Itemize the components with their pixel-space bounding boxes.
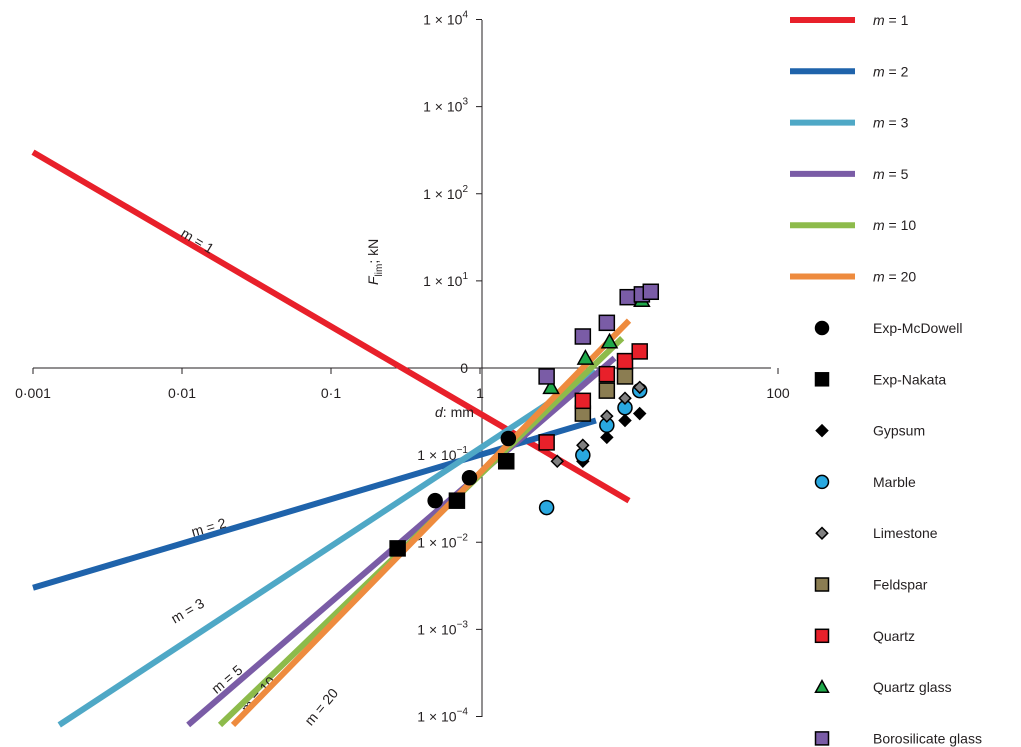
legend-marker-quartz	[814, 628, 830, 644]
x-tick-label: 1	[476, 385, 484, 401]
point-quartz	[538, 434, 555, 451]
point-quartz-glass	[576, 349, 595, 365]
legend-label-quartz: Quartz	[873, 628, 915, 644]
point-borosilicate-glass	[598, 314, 616, 332]
point-gypsum	[600, 430, 614, 445]
x-ticks: 0·001 0·01 0·1 1 100	[15, 368, 790, 401]
x-tick-label: 0·001	[15, 385, 51, 401]
point-quartz	[631, 343, 648, 360]
point-exp-nakata	[497, 453, 515, 470]
point-exp-mcdowell	[461, 469, 478, 486]
point-limestone	[550, 454, 565, 469]
point-quartz	[574, 392, 592, 410]
point-quartz-glass	[542, 378, 560, 395]
y-tick-label: 1 × 10−2	[417, 532, 468, 550]
legend-label-m-10: m = 10	[873, 217, 916, 233]
legend-marker-quartz-glass	[814, 679, 830, 694]
x-tick-label: 100	[766, 385, 790, 401]
y-tick-label: 0	[460, 360, 468, 376]
legend-label-exp-mcdowell: Exp-McDowell	[873, 320, 962, 336]
y-tick-label: 1 × 10−4	[417, 707, 468, 725]
point-limestone	[618, 391, 632, 405]
legend-marker-exp-mcdowell	[814, 320, 830, 336]
legend-label-marble: Marble	[873, 474, 916, 490]
point-borosilicate-glass	[642, 283, 660, 301]
point-exp-mcdowell	[427, 492, 443, 509]
legend-label-m-5: m = 5	[873, 166, 909, 182]
y-axis-label: Flim; kN	[365, 239, 385, 285]
x-tick-label: 0·01	[168, 385, 196, 401]
legend-label-quartz-glass: Quartz glass	[873, 679, 952, 695]
legend-label-exp-nakata: Exp-Nakata	[873, 371, 946, 387]
legend-label-m-2: m = 2	[873, 63, 909, 79]
y-tick-label: 1 × 102	[423, 184, 468, 202]
point-borosilicate-glass	[538, 368, 555, 385]
point-marble	[538, 499, 555, 516]
legend-label-m-20: m = 20	[873, 269, 916, 285]
point-borosilicate-glass	[574, 328, 592, 345]
y-tick-label: 1 × 10−3	[417, 619, 468, 637]
point-quartz-glass	[600, 332, 619, 349]
line-label-m-20: m = 20	[301, 685, 341, 729]
point-exp-nakata	[448, 492, 466, 509]
legend-label-limestone: Limestone	[873, 525, 938, 541]
legend-marker-limestone	[815, 526, 829, 540]
legend-label-gypsum: Gypsum	[873, 423, 925, 439]
line-label-m-3: m = 3	[168, 595, 207, 627]
point-exp-nakata	[389, 540, 406, 557]
x-axis-label: d: mm	[435, 404, 474, 420]
point-quartz	[616, 352, 634, 370]
y-tick-label: 1 × 10−1	[417, 445, 468, 463]
point-gypsum	[632, 406, 647, 421]
point-limestone	[632, 380, 647, 395]
point-feldspar	[616, 368, 634, 385]
y-tick-label: 1 × 104	[423, 10, 468, 28]
point-quartz	[598, 365, 616, 383]
legend-label-m-1: m = 1	[873, 12, 909, 28]
data-points	[389, 283, 660, 557]
point-limestone	[576, 438, 590, 452]
line-m-3	[57, 369, 598, 728]
x-tick-label: 0·1	[321, 385, 341, 401]
point-exp-mcdowell	[500, 430, 517, 447]
legend-marker-marble	[814, 474, 830, 490]
legend-marker-exp-nakata	[814, 372, 830, 387]
point-gypsum	[618, 413, 632, 428]
legend-label-borosilicate-glass: Borosilicate glass	[873, 730, 982, 746]
line-label-m-1: m = 1	[178, 225, 217, 257]
y-ticks: 1 × 104 1 × 103 1 × 102 1 × 101 0 1 × 10−1 1 ×…	[417, 10, 482, 725]
point-limestone	[600, 409, 614, 423]
legend-marker-gypsum	[815, 423, 829, 438]
legend-marker-borosilicate-glass	[814, 731, 830, 746]
legend-label-m-3: m = 3	[873, 115, 909, 131]
y-tick-label: 1 × 101	[423, 271, 468, 289]
axis-labels: d: mm Flim; kN	[365, 239, 474, 420]
point-borosilicate-glass	[619, 288, 636, 306]
legend-marker-feldspar	[814, 577, 830, 592]
point-feldspar	[598, 382, 616, 399]
legend: m = 1 m = 2 m = 3 m = 5 m = 10 m = 20 Exp-McDo…	[790, 12, 982, 746]
line-m-20	[230, 318, 632, 728]
legend-label-feldspar: Feldspar	[873, 577, 928, 593]
y-tick-label: 1 × 103	[423, 97, 468, 115]
